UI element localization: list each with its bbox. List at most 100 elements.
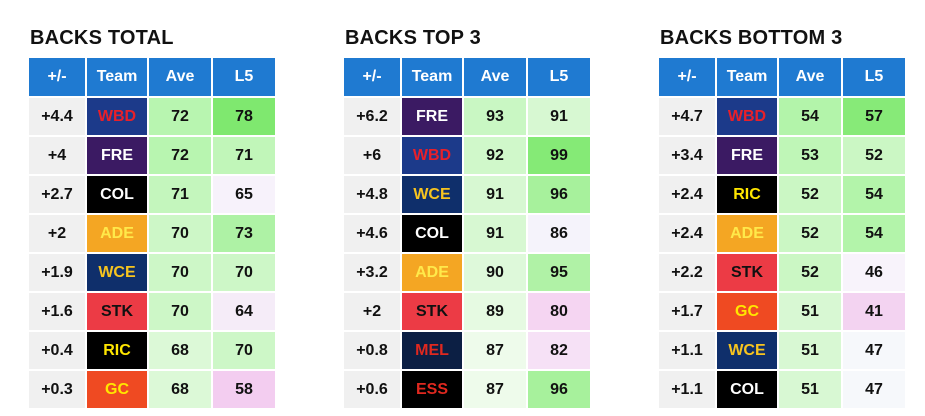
table-row: +3.4 FRE 53 52 xyxy=(659,137,907,176)
table-body: +4.7 WBD 54 57 +3.4 FRE 53 52 +2.4 RIC 52 54 +2.4 ADE… xyxy=(659,98,907,410)
plus-minus-cell: +6 xyxy=(344,137,402,176)
plus-minus-cell: +6.2 xyxy=(344,98,402,137)
l5-cell: 99 xyxy=(528,137,592,176)
table-row: +1.9 WCE 70 70 xyxy=(29,254,277,293)
l5-cell: 80 xyxy=(528,293,592,332)
ave-cell: 51 xyxy=(779,332,843,371)
header-l5[interactable]: L5 xyxy=(213,58,277,98)
l5-cell: 78 xyxy=(213,98,277,137)
team-cell: COL xyxy=(402,215,464,254)
plus-minus-cell: +0.6 xyxy=(344,371,402,410)
table-row: +4.6 COL 91 86 xyxy=(344,215,592,254)
ave-cell: 91 xyxy=(464,176,528,215)
panel-backs-total: BACKS TOTAL +/- Team Ave L5 +4.4 WBD 72 78 +… xyxy=(29,25,277,410)
header-ave[interactable]: Ave xyxy=(149,58,213,98)
l5-cell: 70 xyxy=(213,254,277,293)
plus-minus-cell: +0.8 xyxy=(344,332,402,371)
team-cell: FRE xyxy=(717,137,779,176)
team-cell: ADE xyxy=(717,215,779,254)
ave-cell: 54 xyxy=(779,98,843,137)
header-team[interactable]: Team xyxy=(402,58,464,98)
plus-minus-cell: +4.4 xyxy=(29,98,87,137)
header-plus-minus[interactable]: +/- xyxy=(29,58,87,98)
plus-minus-cell: +4 xyxy=(29,137,87,176)
l5-cell: 46 xyxy=(843,254,907,293)
table-row: +6.2 FRE 93 91 xyxy=(344,98,592,137)
l5-cell: 70 xyxy=(213,332,277,371)
plus-minus-cell: +2.7 xyxy=(29,176,87,215)
table-row: +2.4 ADE 52 54 xyxy=(659,215,907,254)
plus-minus-cell: +1.1 xyxy=(659,371,717,410)
header-ave[interactable]: Ave xyxy=(779,58,843,98)
panel-backs-top-3: BACKS TOP 3 +/- Team Ave L5 +6.2 FRE 93 91 +… xyxy=(344,25,592,410)
table-row: +1.1 WCE 51 47 xyxy=(659,332,907,371)
table-row: +4.4 WBD 72 78 xyxy=(29,98,277,137)
table-row: +1.6 STK 70 64 xyxy=(29,293,277,332)
plus-minus-cell: +3.4 xyxy=(659,137,717,176)
team-cell: GC xyxy=(87,371,149,410)
plus-minus-cell: +2.2 xyxy=(659,254,717,293)
ave-cell: 72 xyxy=(149,98,213,137)
ave-cell: 91 xyxy=(464,215,528,254)
table-row: +2 STK 89 80 xyxy=(344,293,592,332)
table-row: +6 WBD 92 99 xyxy=(344,137,592,176)
header-l5[interactable]: L5 xyxy=(528,58,592,98)
header-team[interactable]: Team xyxy=(717,58,779,98)
l5-cell: 54 xyxy=(843,215,907,254)
ave-cell: 71 xyxy=(149,176,213,215)
ave-cell: 51 xyxy=(779,371,843,410)
team-cell: COL xyxy=(87,176,149,215)
table-row: +4 FRE 72 71 xyxy=(29,137,277,176)
team-cell: GC xyxy=(717,293,779,332)
table-row: +0.4 RIC 68 70 xyxy=(29,332,277,371)
ave-cell: 52 xyxy=(779,176,843,215)
team-cell: WBD xyxy=(87,98,149,137)
table-row: +4.7 WBD 54 57 xyxy=(659,98,907,137)
stats-table: +/- Team Ave L5 +4.7 WBD 54 57 +3.4 FRE 53 52 +2… xyxy=(659,58,907,410)
table-row: +0.8 MEL 87 82 xyxy=(344,332,592,371)
header-plus-minus[interactable]: +/- xyxy=(659,58,717,98)
plus-minus-cell: +1.6 xyxy=(29,293,87,332)
table-body: +6.2 FRE 93 91 +6 WBD 92 99 +4.8 WCE 91 96 +4.6 COL 91… xyxy=(344,98,592,410)
team-cell: WCE xyxy=(402,176,464,215)
plus-minus-cell: +0.3 xyxy=(29,371,87,410)
ave-cell: 52 xyxy=(779,215,843,254)
header-plus-minus[interactable]: +/- xyxy=(344,58,402,98)
panel-backs-bottom-3: BACKS BOTTOM 3 +/- Team Ave L5 +4.7 WBD 54… xyxy=(659,25,907,410)
header-row: +/- Team Ave L5 xyxy=(29,58,277,98)
team-cell: WBD xyxy=(402,137,464,176)
panel-title: BACKS TOTAL xyxy=(30,27,174,49)
team-cell: FRE xyxy=(402,98,464,137)
header-l5[interactable]: L5 xyxy=(843,58,907,98)
header-ave[interactable]: Ave xyxy=(464,58,528,98)
plus-minus-cell: +1.9 xyxy=(29,254,87,293)
l5-cell: 91 xyxy=(528,98,592,137)
l5-cell: 47 xyxy=(843,371,907,410)
team-cell: ADE xyxy=(87,215,149,254)
team-cell: RIC xyxy=(717,176,779,215)
table-row: +1.7 GC 51 41 xyxy=(659,293,907,332)
ave-cell: 68 xyxy=(149,371,213,410)
plus-minus-cell: +4.6 xyxy=(344,215,402,254)
ave-cell: 90 xyxy=(464,254,528,293)
table-row: +0.6 ESS 87 96 xyxy=(344,371,592,410)
plus-minus-cell: +2.4 xyxy=(659,176,717,215)
ave-cell: 53 xyxy=(779,137,843,176)
team-cell: ADE xyxy=(402,254,464,293)
table-row: +1.1 COL 51 47 xyxy=(659,371,907,410)
ave-cell: 92 xyxy=(464,137,528,176)
team-cell: WCE xyxy=(87,254,149,293)
header-team[interactable]: Team xyxy=(87,58,149,98)
plus-minus-cell: +2.4 xyxy=(659,215,717,254)
ave-cell: 51 xyxy=(779,293,843,332)
l5-cell: 73 xyxy=(213,215,277,254)
panel-title: BACKS BOTTOM 3 xyxy=(660,27,843,49)
ave-cell: 70 xyxy=(149,293,213,332)
team-cell: MEL xyxy=(402,332,464,371)
l5-cell: 96 xyxy=(528,176,592,215)
l5-cell: 64 xyxy=(213,293,277,332)
team-cell: FRE xyxy=(87,137,149,176)
team-cell: WBD xyxy=(717,98,779,137)
stats-table: +/- Team Ave L5 +6.2 FRE 93 91 +6 WBD 92 99 +4.8… xyxy=(344,58,592,410)
ave-cell: 72 xyxy=(149,137,213,176)
